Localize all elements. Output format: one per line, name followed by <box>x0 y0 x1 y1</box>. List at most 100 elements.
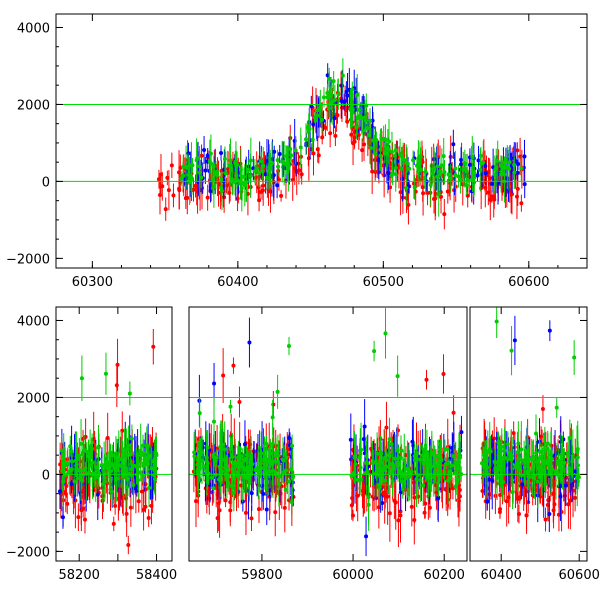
top-data-point <box>227 190 232 195</box>
top-data-point <box>420 185 425 190</box>
bottom-data-point <box>113 461 118 466</box>
top-data-point <box>483 164 488 169</box>
top-data-point <box>416 167 421 172</box>
top-data-point <box>238 167 243 172</box>
top-data-point <box>495 158 500 163</box>
bottom-data-point <box>511 431 516 436</box>
bottom-data-point <box>383 478 388 483</box>
bottom-x-tick-label: 59800 <box>241 568 282 583</box>
top-data-point <box>163 207 168 212</box>
top-data-point <box>417 154 422 159</box>
bottom-data-point <box>572 355 577 360</box>
bottom-data-point <box>72 479 77 484</box>
bottom-data-point <box>211 455 216 460</box>
bottom-data-point <box>215 516 220 521</box>
top-data-point <box>376 157 381 162</box>
bottom-x-tick-label: 58200 <box>59 568 100 583</box>
top-x-tick-label: 60300 <box>72 275 113 290</box>
bottom-data-point <box>486 477 491 482</box>
bottom-data-point <box>139 453 144 458</box>
top-data-point <box>389 150 394 155</box>
top-data-point <box>423 169 428 174</box>
bottom-data-point <box>237 399 242 404</box>
top-data-point <box>467 162 472 167</box>
bottom-data-point <box>540 407 545 412</box>
bottom-data-point <box>395 374 400 379</box>
top-data-point <box>357 107 362 112</box>
bottom-data-point <box>153 477 158 482</box>
bottom-data-point <box>68 444 73 449</box>
bottom-data-point <box>424 377 429 382</box>
bottom-data-point <box>495 476 500 481</box>
bottom-data-point <box>545 441 550 446</box>
bottom-data-point <box>506 462 511 467</box>
top-data-point <box>350 110 355 115</box>
top-data-point <box>177 170 182 175</box>
bottom-data-point <box>435 453 440 458</box>
bottom-data-point <box>290 443 295 448</box>
top-data-point <box>439 163 444 168</box>
top-data-point <box>361 128 366 133</box>
top-data-point <box>193 183 198 188</box>
bottom-data-point <box>100 482 105 487</box>
top-data-point <box>319 117 324 122</box>
bottom-data-point <box>242 475 247 480</box>
top-data-point <box>369 146 374 151</box>
bottom-data-point <box>387 462 392 467</box>
bottom-data-point <box>84 471 89 476</box>
bottom-data-point <box>126 543 131 548</box>
top-data-point <box>275 158 280 163</box>
bottom-y-tick-label: 2000 <box>17 391 50 406</box>
top-x-tick-label: 60400 <box>217 275 258 290</box>
bottom-data-point <box>490 478 495 483</box>
top-x-tick-label: 60600 <box>508 275 549 290</box>
bottom-data-point <box>131 483 136 488</box>
bottom-x-tick-label: 60600 <box>559 568 600 583</box>
top-data-point <box>451 142 456 147</box>
top-data-point <box>186 151 191 156</box>
bottom-data-point <box>389 442 394 447</box>
bottom-data-point <box>556 461 561 466</box>
bottom-data-point <box>279 484 284 489</box>
top-data-point <box>331 79 336 84</box>
bottom-data-point <box>78 490 83 495</box>
top-data-point <box>471 172 476 177</box>
bottom-data-point <box>282 505 287 510</box>
bottom-data-point <box>517 467 522 472</box>
top-data-point <box>269 161 274 166</box>
bottom-data-point <box>116 459 121 464</box>
top-data-point <box>355 116 360 121</box>
bottom-data-point <box>146 516 151 521</box>
bottom-data-point <box>557 465 562 470</box>
top-data-point <box>234 164 239 169</box>
top-data-point <box>404 186 409 191</box>
bottom-data-point <box>398 490 403 495</box>
bottom-data-point <box>422 510 427 515</box>
top-data-point <box>505 165 510 170</box>
bottom-data-point <box>543 482 548 487</box>
bottom-data-point <box>399 448 404 453</box>
top-data-point <box>195 156 200 161</box>
bottom-data-point <box>570 456 575 461</box>
bottom-data-point <box>58 462 63 467</box>
bottom-data-point <box>211 486 216 491</box>
top-data-point <box>399 166 404 171</box>
bottom-data-point <box>530 466 535 471</box>
bottom-data-point <box>250 462 255 467</box>
top-data-point <box>400 176 405 181</box>
bottom-data-point <box>113 503 118 508</box>
bottom-data-point <box>393 456 398 461</box>
bottom-data-point <box>449 463 454 468</box>
top-data-point <box>414 163 419 168</box>
bottom-data-point <box>128 452 133 457</box>
bottom-data-point <box>209 475 214 480</box>
bottom-data-point <box>436 480 441 485</box>
top-data-point <box>446 172 451 177</box>
top-data-point <box>325 90 330 95</box>
bottom-panel: 58200 58400 59800 60000 60200 60400 60600 −2000… <box>6 306 600 583</box>
bottom-data-point <box>376 505 381 510</box>
bottom-data-point <box>121 473 126 478</box>
bottom-data-point <box>62 473 67 478</box>
bottom-data-point <box>403 453 408 458</box>
bottom-data-point <box>383 331 388 336</box>
